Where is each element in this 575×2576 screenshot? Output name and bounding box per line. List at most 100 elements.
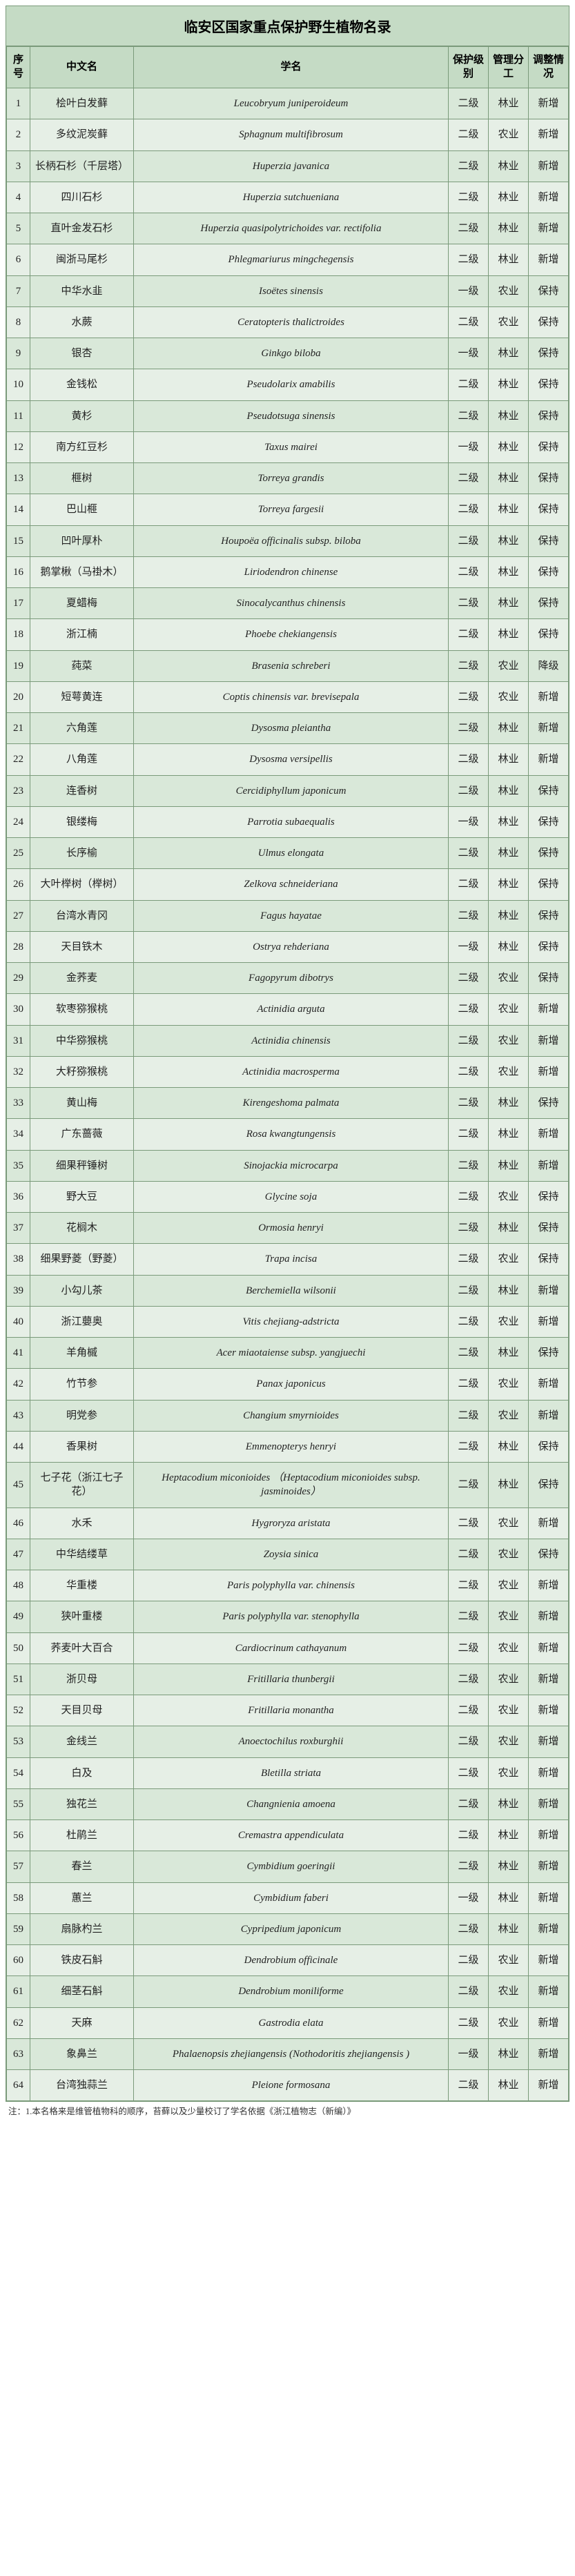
cell-mgmt: 农业 [489,1663,529,1695]
cell-level: 二级 [449,1601,489,1632]
cell-latin: Parrotia subaequalis [134,806,449,837]
cell-idx: 54 [7,1757,30,1788]
cell-adj: 新增 [529,1663,569,1695]
cell-cn: 长柄石杉（千层塔） [30,150,134,182]
cell-latin: Ormosia henryi [134,1213,449,1244]
cell-mgmt: 农业 [489,1400,529,1431]
cell-level: 二级 [449,994,489,1025]
cell-latin: Liriodendron chinense [134,556,449,587]
cell-cn: 春兰 [30,1851,134,1882]
cell-mgmt: 林业 [489,1119,529,1150]
table-row: 55独花兰Changnienia amoena二级林业新增 [7,1788,569,1819]
table-row: 50荞麦叶大百合Cardiocrinum cathayanum二级农业新增 [7,1632,569,1663]
cell-idx: 31 [7,1025,30,1056]
cell-adj: 新增 [529,2007,569,2038]
cell-cn: 中华猕猴桃 [30,1025,134,1056]
cell-adj: 保持 [529,1181,569,1212]
table-row: 1桧叶白发藓Leucobryum juniperoideum二级林业新增 [7,88,569,119]
cell-cn: 扇脉杓兰 [30,1913,134,1944]
cell-adj: 保持 [529,338,569,369]
table-row: 46水禾Hygroryza aristata二级农业新增 [7,1507,569,1539]
cell-adj: 新增 [529,244,569,275]
cell-cn: 夏蜡梅 [30,588,134,619]
cell-level: 二级 [449,1056,489,1087]
table-row: 19莼菜Brasenia schreberi二级农业降级 [7,650,569,681]
cell-latin: Hygroryza aristata [134,1507,449,1539]
cell-cn: 独花兰 [30,1788,134,1819]
cell-idx: 23 [7,775,30,806]
cell-adj: 保持 [529,775,569,806]
table-row: 34广东蔷薇Rosa kwangtungensis二级林业新增 [7,1119,569,1150]
cell-mgmt: 农业 [489,1632,529,1663]
cell-latin: Dendrobium moniliforme [134,1976,449,2007]
cell-idx: 8 [7,306,30,338]
table-row: 13榧树Torreya grandis二级林业保持 [7,463,569,494]
cell-idx: 40 [7,1306,30,1337]
cell-cn: 六角莲 [30,713,134,744]
cell-level: 二级 [449,1463,489,1508]
cell-cn: 大叶榉树（榉树） [30,869,134,900]
cell-cn: 细果秤锤树 [30,1150,134,1181]
cell-level: 二级 [449,1119,489,1150]
cell-mgmt: 农业 [489,1976,529,2007]
cell-idx: 11 [7,400,30,431]
cell-cn: 四川石杉 [30,182,134,213]
cell-adj: 新增 [529,1056,569,1087]
cell-latin: Dysosma versipellis [134,744,449,775]
cell-latin: Isoëtes sinensis [134,275,449,306]
cell-level: 二级 [449,400,489,431]
cell-latin: Torreya fargesii [134,494,449,525]
table-wrapper: 临安区国家重点保护野生植物名录 序号 中文名 学名 保护级别 管理分工 调整情况… [6,6,569,2102]
cell-adj: 新增 [529,1150,569,1181]
col-idx-header: 序号 [7,47,30,88]
cell-latin: Fagopyrum dibotrys [134,963,449,994]
cell-idx: 17 [7,588,30,619]
cell-idx: 21 [7,713,30,744]
cell-latin: Fritillaria monantha [134,1695,449,1726]
cell-mgmt: 林业 [489,1851,529,1882]
cell-cn: 浙江楠 [30,619,134,650]
cell-idx: 10 [7,369,30,400]
cell-idx: 2 [7,119,30,150]
cell-level: 二级 [449,1025,489,1056]
cell-latin: Glycine soja [134,1181,449,1212]
cell-level: 二级 [449,900,489,931]
cell-level: 一级 [449,431,489,462]
cell-latin: Phlegmariurus mingchegensis [134,244,449,275]
cell-cn: 凹叶厚朴 [30,525,134,556]
cell-idx: 16 [7,556,30,587]
col-adj-header: 调整情况 [529,47,569,88]
cell-cn: 银缕梅 [30,806,134,837]
cell-latin: Actinidia arguta [134,994,449,1025]
cell-mgmt: 林业 [489,2070,529,2101]
cell-latin: Torreya grandis [134,463,449,494]
cell-idx: 4 [7,182,30,213]
cell-cn: 闽浙马尾杉 [30,244,134,275]
cell-mgmt: 农业 [489,1726,529,1757]
cell-adj: 新增 [529,1976,569,2007]
cell-cn: 天目铁木 [30,931,134,962]
table-row: 52天目贝母Fritillaria monantha二级农业新增 [7,1695,569,1726]
cell-cn: 竹节参 [30,1369,134,1400]
cell-latin: Cardiocrinum cathayanum [134,1632,449,1663]
cell-latin: Paris polyphylla var. stenophylla [134,1601,449,1632]
table-row: 43明党参Changium smyrnioides二级农业新增 [7,1400,569,1431]
table-row: 38细果野菱（野菱）Trapa incisa二级农业保持 [7,1244,569,1275]
cell-cn: 巴山榧 [30,494,134,525]
cell-level: 二级 [449,838,489,869]
cell-level: 二级 [449,1976,489,2007]
cell-level: 二级 [449,182,489,213]
table-row: 54白及Bletilla striata二级农业新增 [7,1757,569,1788]
cell-idx: 13 [7,463,30,494]
cell-level: 二级 [449,1663,489,1695]
cell-latin: Actinidia macrosperma [134,1056,449,1087]
cell-mgmt: 林业 [489,1431,529,1462]
cell-mgmt: 农业 [489,306,529,338]
table-row: 22八角莲Dysosma versipellis二级林业新增 [7,744,569,775]
cell-mgmt: 林业 [489,588,529,619]
cell-idx: 57 [7,1851,30,1882]
cell-cn: 银杏 [30,338,134,369]
table-row: 59扇脉杓兰Cypripedium japonicum二级林业新增 [7,1913,569,1944]
cell-latin: Sinojackia microcarpa [134,1150,449,1181]
cell-latin: Acer miaotaiense subsp. yangjuechi [134,1338,449,1369]
